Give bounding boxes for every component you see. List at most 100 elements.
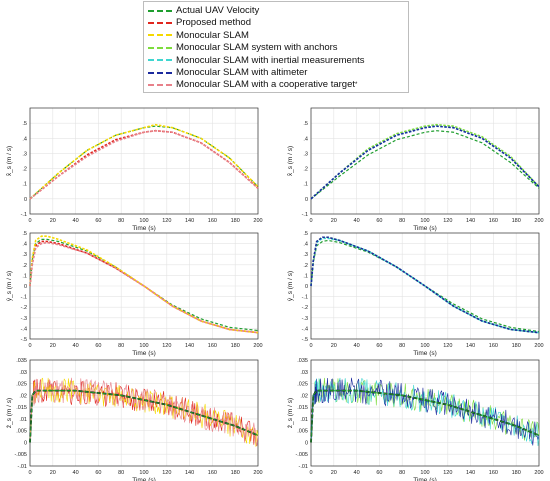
y-axis-label: ẑ_s (m / s) bbox=[6, 398, 13, 428]
x-tick-label: 160 bbox=[208, 343, 217, 349]
y-tick-label: .035 bbox=[16, 358, 27, 364]
x-tick-label: 160 bbox=[208, 470, 217, 476]
legend-item: Monocular SLAM bbox=[148, 30, 249, 41]
series-line bbox=[310, 236, 540, 334]
x-tick-label: 120 bbox=[162, 343, 171, 349]
series-line bbox=[29, 389, 259, 443]
x-tick-label: 0 bbox=[309, 343, 312, 349]
y-tick-label: .005 bbox=[297, 429, 308, 435]
x-tick-label: 140 bbox=[466, 343, 475, 349]
x-tick-label: 80 bbox=[118, 470, 124, 476]
series-line bbox=[310, 236, 540, 334]
y-tick-label: .4 bbox=[22, 136, 27, 142]
y-tick-label: .5 bbox=[22, 121, 27, 127]
x-tick-label: 120 bbox=[162, 470, 171, 476]
x-tick-label: 60 bbox=[95, 218, 101, 224]
legend-label: Monocular SLAM with a cooperative target bbox=[176, 79, 356, 91]
legend-swatch bbox=[148, 83, 172, 86]
y-tick-label: -.1 bbox=[21, 295, 27, 301]
series-line bbox=[310, 377, 540, 446]
legend-swatch bbox=[148, 21, 172, 24]
y-tick-label: .01 bbox=[300, 417, 308, 423]
legend-swatch bbox=[148, 9, 172, 12]
x-tick-label: 180 bbox=[231, 218, 240, 224]
x-tick-label: 60 bbox=[95, 470, 101, 476]
y-tick-label: .2 bbox=[303, 167, 308, 173]
series-line bbox=[29, 129, 259, 200]
x-tick-label: 0 bbox=[28, 218, 31, 224]
x-axis-label: Time (s) bbox=[413, 350, 437, 357]
plot-frame bbox=[29, 107, 259, 215]
x-tick-label: 20 bbox=[331, 218, 337, 224]
x-tick-label: 120 bbox=[443, 343, 452, 349]
y-tick-label: -.01 bbox=[18, 464, 27, 470]
x-tick-label: 100 bbox=[139, 343, 148, 349]
x-tick-label: 40 bbox=[354, 218, 360, 224]
x-tick-label: 160 bbox=[489, 470, 498, 476]
x-axis-label: Time (s) bbox=[413, 225, 437, 232]
series-line bbox=[29, 377, 259, 447]
y-tick-label: 0 bbox=[24, 284, 27, 290]
y-tick-label: .4 bbox=[303, 242, 308, 248]
legend-label: Actual UAV Velocity bbox=[176, 5, 260, 16]
y-axis-label: ŷ_s (m / s) bbox=[287, 271, 294, 301]
y-tick-label: .01 bbox=[19, 417, 27, 423]
plot-frame bbox=[29, 232, 259, 340]
y-tick-label: .005 bbox=[16, 429, 27, 435]
x-tick-label: 140 bbox=[185, 470, 194, 476]
x-tick-label: 40 bbox=[354, 470, 360, 476]
series-line bbox=[310, 125, 540, 200]
series-line bbox=[310, 125, 540, 200]
x-tick-label: 180 bbox=[512, 218, 521, 224]
x-tick-label: 200 bbox=[534, 218, 543, 224]
y-tick-label: .03 bbox=[300, 370, 308, 376]
chart-x-left: 0 20 40 60 80 100 120 140 160 180 200-.10.1.2.3.4.… bbox=[6, 107, 263, 232]
x-tick-label: 80 bbox=[118, 343, 124, 349]
x-tick-label: 40 bbox=[354, 343, 360, 349]
series-line-actual-overlay bbox=[310, 389, 540, 443]
series-line bbox=[29, 129, 259, 200]
y-tick-label: -.4 bbox=[302, 326, 308, 332]
y-tick-label: 0 bbox=[305, 197, 308, 203]
y-tick-label: .3 bbox=[22, 252, 27, 258]
y-tick-label: .2 bbox=[303, 263, 308, 269]
x-tick-label: 20 bbox=[50, 218, 56, 224]
y-tick-label: .1 bbox=[303, 273, 308, 279]
legend-swatch bbox=[148, 46, 172, 49]
x-tick-label: 20 bbox=[50, 343, 56, 349]
y-tick-label: .025 bbox=[297, 382, 308, 388]
x-tick-label: 80 bbox=[399, 470, 405, 476]
x-tick-label: 60 bbox=[95, 343, 101, 349]
y-tick-label: -.5 bbox=[302, 337, 308, 343]
chart-legend: Actual UAV Velocity Proposed method Monocu… bbox=[143, 1, 409, 93]
legend-item: Actual UAV Velocity bbox=[148, 5, 259, 16]
y-tick-label: .02 bbox=[300, 393, 308, 399]
x-tick-label: 100 bbox=[139, 218, 148, 224]
y-tick-label: .025 bbox=[16, 382, 27, 388]
legend-item: Monocular SLAM with a cooperative target… bbox=[148, 79, 357, 90]
series-line bbox=[29, 238, 259, 332]
y-tick-label: .015 bbox=[297, 405, 308, 411]
x-tick-label: 140 bbox=[185, 343, 194, 349]
x-axis-label: Time (s) bbox=[132, 225, 156, 232]
x-tick-label: 120 bbox=[443, 218, 452, 224]
legend-swatch bbox=[148, 34, 172, 37]
x-axis-label: Time (s) bbox=[413, 477, 437, 481]
x-tick-label: 80 bbox=[399, 218, 405, 224]
x-tick-label: 160 bbox=[489, 218, 498, 224]
x-tick-label: 20 bbox=[331, 343, 337, 349]
series-line bbox=[29, 379, 259, 447]
x-axis-label: Time (s) bbox=[132, 477, 156, 481]
chart-y-right: 0 20 40 60 80 100 120 140 160 180 200 -.5 -.4 -.3 -.2 -… bbox=[287, 231, 544, 357]
y-tick-label: .035 bbox=[297, 358, 308, 364]
series-line bbox=[29, 240, 259, 334]
legend-item: Monocular SLAM with inertial measurement… bbox=[148, 55, 365, 66]
x-tick-label: 180 bbox=[512, 343, 521, 349]
series-line-actual bbox=[310, 390, 540, 443]
x-tick-label: 60 bbox=[376, 218, 382, 224]
legend-swatch bbox=[148, 71, 172, 74]
legend-item: Monocular SLAM with altimeter bbox=[148, 67, 307, 78]
x-tick-label: 200 bbox=[534, 470, 543, 476]
x-tick-label: 180 bbox=[231, 470, 240, 476]
x-tick-label: 140 bbox=[466, 218, 475, 224]
